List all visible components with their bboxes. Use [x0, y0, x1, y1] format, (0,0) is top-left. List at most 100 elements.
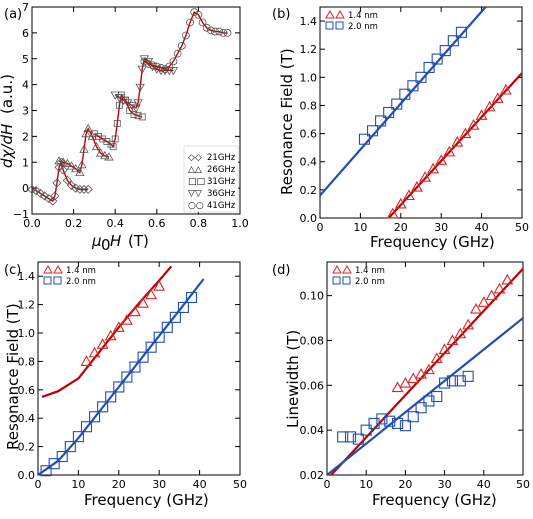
svg-text:H: H: [110, 232, 121, 250]
data-point-a: [77, 160, 87, 169]
panel-label-d: (d): [272, 263, 290, 278]
y-tick-label-c: 0.0: [18, 469, 36, 482]
data-point-a: [87, 131, 98, 140]
y-tick-label-c: 1.4: [18, 270, 36, 283]
axis-ticks-d: 0 10 20 30 40 50 0.02 0.04 0.06 0.08 0.10: [300, 262, 530, 491]
data-point-a: [165, 62, 174, 71]
data-point-a: [83, 184, 93, 194]
data-point-b-square: [358, 133, 370, 145]
y-axis-label-b: Resonance Field (T): [278, 48, 296, 195]
chart-panel-d: (d) 0 10 20 30 40 50 0.02 0.04 0.06 0.08 0.10 Freq…: [272, 261, 530, 509]
data-point-b-square: [423, 61, 435, 74]
data-point-a: [109, 143, 117, 151]
data-point-d-triangle: [470, 302, 482, 314]
data-point-b-triangle: [394, 197, 407, 209]
legend-label-c: 2.0 nm: [66, 277, 96, 287]
data-point-a: [110, 91, 120, 100]
x-tick-label-c: 40: [193, 478, 207, 491]
data-point-a: [100, 150, 110, 160]
legend-label-b: 1.4 nm: [348, 11, 378, 21]
data-point-c-square: [153, 331, 165, 343]
data-point-c-square: [80, 421, 93, 433]
data-point-a: [138, 113, 146, 121]
data-point-a: [91, 130, 98, 138]
data-point-a: [122, 99, 133, 108]
y-tick-label-d: 0.08: [300, 334, 325, 347]
legend-label-d: 1.4 nm: [355, 266, 385, 276]
fit-curve-a-4: [114, 57, 174, 109]
x-tick-label-d: 40: [477, 478, 491, 491]
x-tick-label-a: 0.2: [65, 217, 83, 230]
x-tick-label-b: 30: [434, 221, 448, 234]
legend-marker-a: ▽▽: [188, 189, 202, 199]
x-tick-label-a: 0.4: [106, 217, 124, 230]
data-point-b-triangle: [483, 100, 496, 112]
data-point-a: [35, 188, 45, 198]
y-tick-label-a: 6: [22, 27, 29, 40]
data-point-b-square: [383, 106, 395, 119]
legend-marker-d: [342, 276, 351, 285]
y-tick-label-c: 0.2: [18, 441, 36, 454]
data-point-c-triangle: [145, 288, 158, 300]
data-point-a: [139, 55, 150, 64]
x-axis-label-d: Frequency (GHz): [372, 491, 497, 509]
data-point-c-square: [169, 311, 181, 323]
legend-marker-d: [332, 276, 341, 285]
data-point-b-triangle: [467, 119, 480, 130]
axis-ticks-a: 0.0 0.2 0.4 0.6 0.8 1.0 −1 0 1 2 3 4 5 6 7: [13, 1, 249, 230]
legend-marker-b: [335, 21, 344, 30]
y-tick-label-a: 3: [22, 105, 29, 118]
data-point-a: [75, 167, 85, 176]
data-point-d-square: [446, 375, 458, 387]
data-point-b-square: [455, 26, 467, 38]
y-tick-label-a: −1: [13, 208, 29, 221]
data-point-a: [211, 27, 219, 36]
y-axis-label-c: Resonance Field (T): [4, 303, 22, 450]
data-point-a: [157, 63, 165, 72]
data-point-a: [133, 99, 143, 108]
legend-marker-b: [335, 9, 345, 19]
data-point-a: [131, 104, 141, 113]
legend-c: 1.4 nm2.0 nm: [43, 264, 96, 287]
data-point-a: [79, 184, 89, 194]
data-point-d-triangle: [477, 296, 490, 307]
y-tick-label-c: 1.2: [18, 299, 36, 312]
data-point-a: [169, 57, 178, 66]
data-point-b-square: [407, 80, 419, 92]
y-tick-label-a: 0: [22, 182, 29, 195]
data-point-a: [103, 138, 111, 145]
data-point-a: [135, 83, 145, 93]
data-point-b-square: [391, 98, 403, 110]
data-point-a: [137, 65, 147, 74]
legend-marker-a: ○○: [188, 201, 204, 211]
fit-line-c-2: [38, 278, 205, 475]
data-point-a: [215, 27, 224, 36]
y-tick-label-d: 0.10: [300, 290, 325, 303]
chart-panel-c: (c) 0 10 20 30 40 50 0.0 0.2 0.4 0.6 0.8 1.0 1.2 1.4 …: [4, 261, 247, 509]
data-point-a: [161, 65, 170, 73]
data-point-a: [144, 60, 153, 68]
legend-marker-b: [325, 9, 335, 19]
data-point-a: [31, 186, 41, 196]
data-point-a: [148, 61, 157, 70]
data-point-a: [56, 157, 66, 167]
data-point-c-square: [129, 361, 141, 373]
data-point-a: [173, 49, 182, 58]
data-point-a: [182, 31, 190, 40]
plot-area-c: [38, 265, 205, 477]
legend-a: ◇◇ 21GHz △△ 26GHz□□ 31GHz ▽▽ 36GHz○○ 41GHz: [183, 145, 239, 213]
plot-area-b: [320, 7, 522, 219]
y-tick-label-a: 1: [22, 156, 29, 169]
data-point-a: [126, 107, 134, 114]
data-point-a: [111, 135, 119, 143]
data-point-b-square: [439, 45, 451, 57]
data-point-d-triangle: [485, 289, 498, 301]
svg-text:dχ/dH: dχ/dH: [0, 124, 16, 168]
legend-marker-a: □□: [188, 177, 205, 187]
data-point-c-square: [185, 291, 198, 304]
plot-frame-b: [319, 6, 523, 219]
y-tick-label-b: 0.8: [300, 99, 318, 112]
y-axis-label-a: dχ/dH (a.u.): [0, 74, 16, 168]
data-point-c-square: [48, 458, 60, 470]
data-point-b-triangle: [435, 154, 448, 165]
